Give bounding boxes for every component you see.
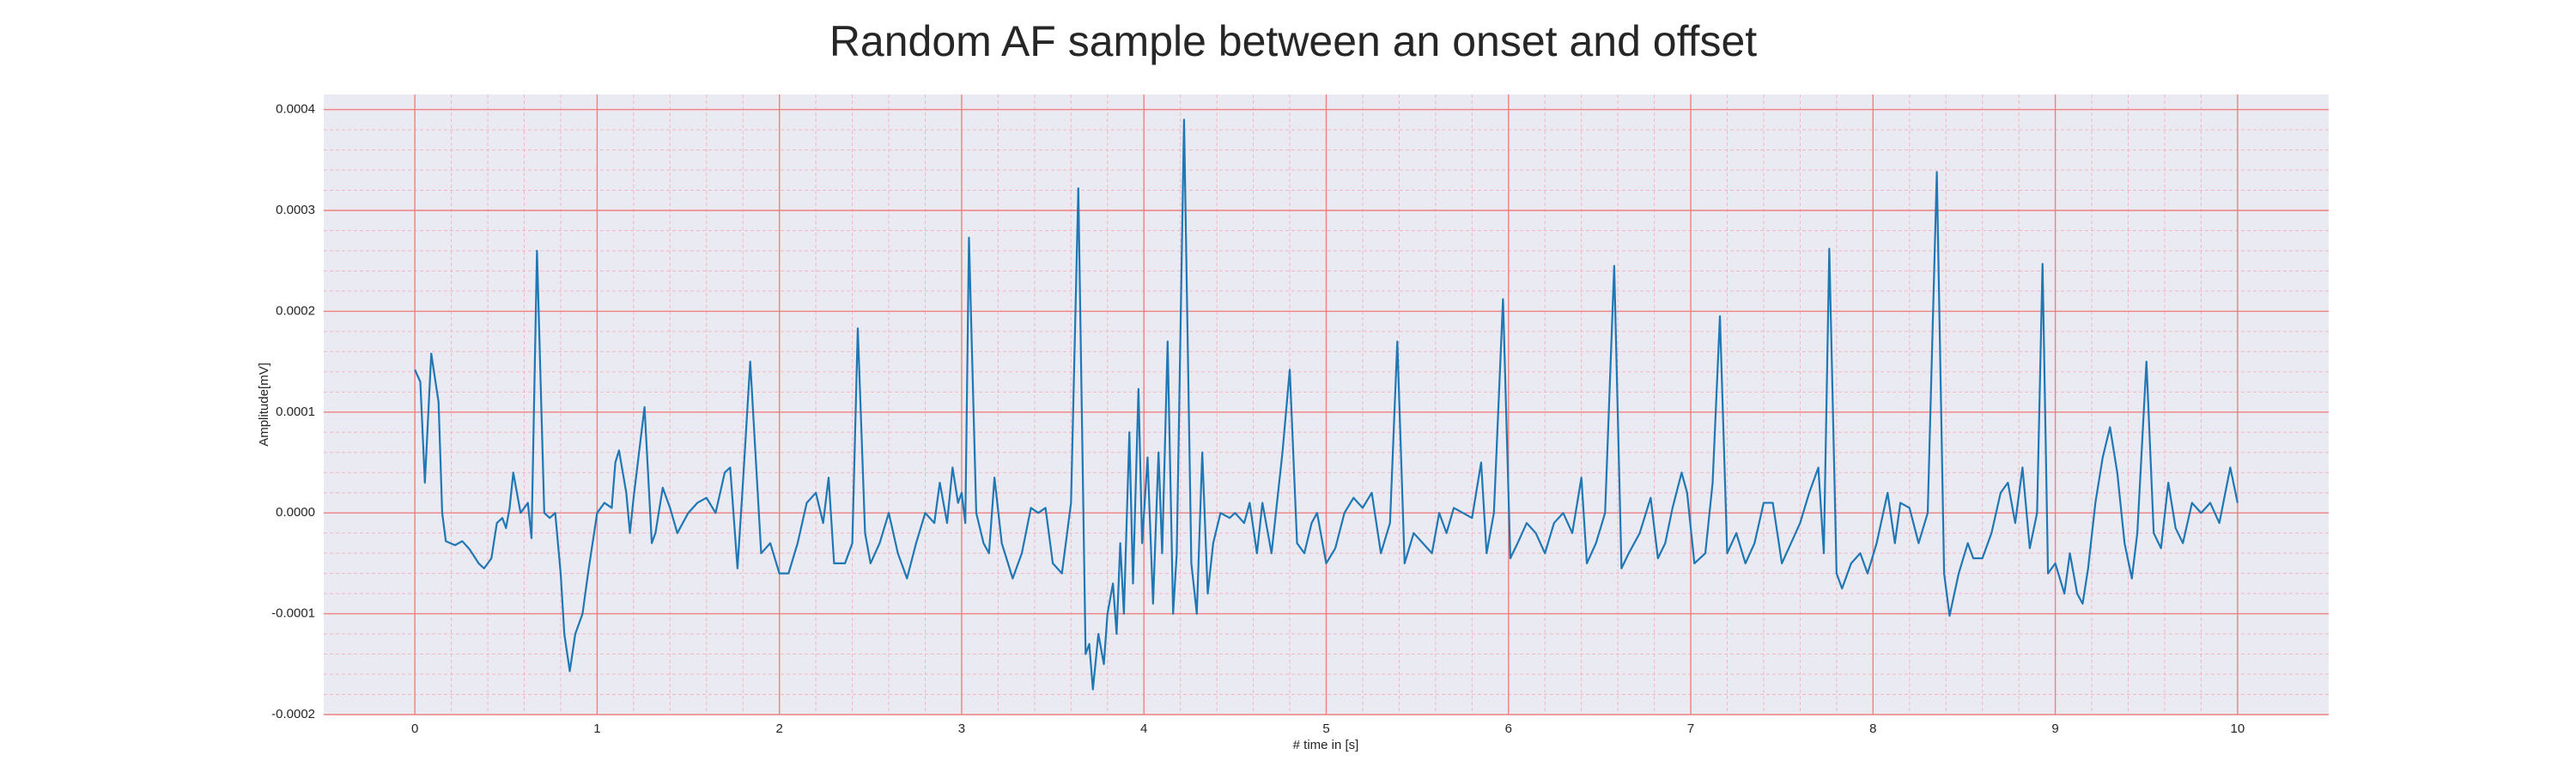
x-tick-label: 0 [411,721,418,736]
labels: 0 1 2 3 4 5 6 7 8 9 10 -0.0002 -0.0001 0.0000 0.0001 0.… [271,102,2245,736]
y-tick-label: -0.0001 [271,606,315,621]
x-tick-label: 10 [2231,721,2245,736]
x-tick-label: 4 [1140,721,1147,736]
x-tick-label: 3 [958,721,965,736]
x-tick-label: 7 [1687,721,1694,736]
chart-title: Random AF sample between an onset and of… [829,17,1757,65]
y-tick-label: -0.0002 [271,707,315,721]
y-tick-label: 0.0001 [276,405,315,419]
x-tick-label: 6 [1505,721,1512,736]
y-tick-label: 0.0000 [276,505,315,520]
y-axis-label: Amplitude[mV] [257,362,271,447]
x-tick-label: 2 [776,721,783,736]
x-tick-label: 1 [593,721,600,736]
grid [324,94,2329,715]
x-tick-label: 9 [2051,721,2058,736]
y-tick-label: 0.0002 [276,303,315,318]
data [414,119,2239,691]
y-tick-label: 0.0004 [276,102,315,117]
x-tick-label: 8 [1869,721,1876,736]
x-axis-label: # time in [s] [1293,738,1359,752]
x-tick-label: 5 [1322,721,1329,736]
y-tick-label: 0.0003 [276,203,315,217]
signal-line [414,119,2239,691]
